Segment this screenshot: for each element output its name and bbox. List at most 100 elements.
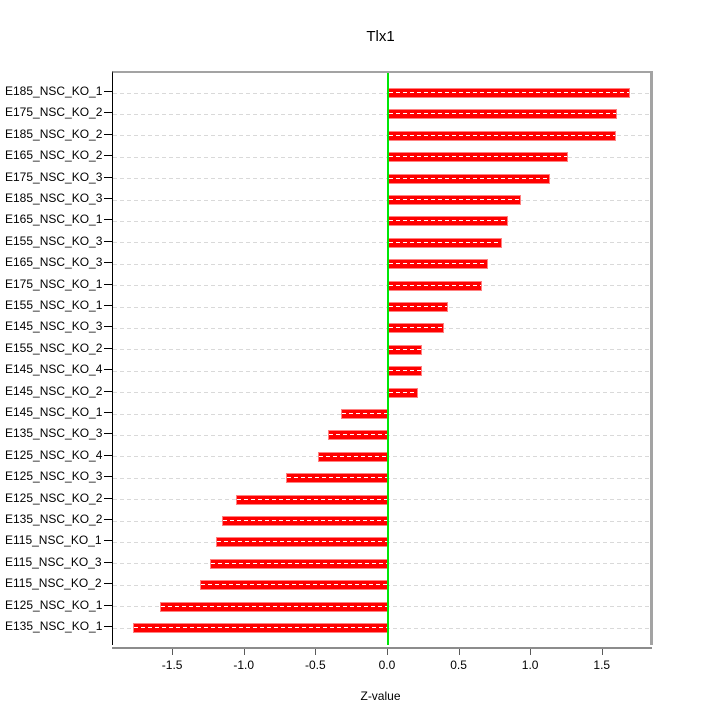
y-tick-label: E155_NSC_KO_1 [5,298,103,312]
grid-line [113,199,650,201]
y-tick [104,91,112,92]
x-axis-line [112,647,652,649]
bar-grid-dash [328,434,387,436]
bar-grid-dash [341,413,387,414]
y-tick [104,305,112,306]
x-tick [172,649,174,655]
y-tick-label: E115_NSC_KO_1 [5,533,102,548]
y-tick [104,561,112,563]
y-tick [104,133,112,135]
bar-grid-dash [388,113,617,115]
bar-E135_NSC_KO_3 [327,430,388,441]
y-tick-label: E155_NSC_KO_2 [5,340,103,355]
bar-grid-dash [388,220,508,222]
bar-grid-dash [318,455,387,457]
x-tick-label: -0.5 [305,658,326,672]
grid-line [113,392,650,394]
bar-grid-dash [161,605,387,607]
x-tick [601,649,603,655]
y-tick [104,198,112,199]
y-tick-label: E145_NSC_KO_4 [5,362,103,377]
bar-E145_NSC_KO_1 [340,409,388,419]
y-tick [104,390,112,392]
bar-grid-dash [388,370,422,372]
bar-E125_NSC_KO_4 [317,451,388,462]
y-tick [104,369,112,371]
y-tick-label: E185_NSC_KO_2 [5,126,103,141]
bar-E125_NSC_KO_3 [286,473,388,484]
bar-E125_NSC_KO_2 [236,494,388,505]
grid-line [113,220,650,222]
bar-E155_NSC_KO_2 [387,344,423,355]
y-tick [104,283,112,285]
bar-E135_NSC_KO_2 [221,516,388,526]
bar-E145_NSC_KO_4 [387,366,423,377]
y-tick-label: E145_NSC_KO_1 [5,405,103,419]
y-tick [104,262,112,264]
x-tick-label: 1.0 [521,658,539,672]
bar-grid-dash [388,263,488,265]
grid-line [113,242,650,244]
y-tick-label: E135_NSC_KO_3 [5,426,103,441]
y-tick [104,604,112,606]
y-tick [104,412,112,413]
x-tick [458,649,460,655]
y-tick [104,155,112,157]
bar-grid-dash [201,584,387,586]
grid-line [113,306,650,308]
y-tick-label: E175_NSC_KO_2 [5,105,103,120]
y-tick [104,519,112,520]
bar-grid-dash [388,391,417,393]
y-tick [104,326,112,328]
x-tick [530,649,532,655]
bar-E185_NSC_KO_2 [387,130,616,141]
bar-grid-dash [287,477,387,479]
x-tick-label: -1.0 [233,658,255,672]
x-axis-title: Z-value [360,689,401,703]
bar-grid-dash [388,92,629,93]
bar-E115_NSC_KO_3 [210,558,388,569]
y-tick [104,240,112,242]
bar-grid-dash [237,498,387,500]
y-tick-label: E125_NSC_KO_1 [5,597,103,612]
grid-line [113,263,650,265]
bar-E165_NSC_KO_2 [387,152,569,163]
bar-grid-dash [388,241,502,243]
y-tick-label: E185_NSC_KO_3 [5,191,103,205]
y-tick-label: E135_NSC_KO_1 [5,619,103,633]
bar-E175_NSC_KO_2 [387,109,618,120]
y-tick [104,626,112,627]
grid-line [113,92,650,94]
y-tick [104,540,112,542]
bar-E115_NSC_KO_2 [200,580,388,591]
y-tick-label: E165_NSC_KO_2 [5,148,103,163]
x-tick [243,649,245,655]
y-tick [104,347,112,349]
y-tick [104,497,112,499]
grid-line [113,178,650,180]
y-tick-label: E135_NSC_KO_2 [5,512,103,526]
y-tick-label: E125_NSC_KO_4 [5,447,103,462]
grid-line [113,135,650,137]
y-tick-label: E165_NSC_KO_3 [5,255,103,270]
bar-E165_NSC_KO_3 [387,259,489,270]
y-tick-label: E125_NSC_KO_3 [5,469,103,484]
x-tick-label: 0.5 [450,658,467,672]
bar-grid-dash [388,199,521,200]
y-tick [104,433,112,435]
y-tick [104,219,112,221]
y-tick [104,176,112,178]
y-tick-label: E145_NSC_KO_2 [5,383,103,398]
bar-E175_NSC_KO_1 [387,280,483,291]
y-tick-label: E115_NSC_KO_3 [5,554,102,569]
bar-grid-dash [388,156,568,158]
y-tick [104,454,112,456]
bar-grid-dash [388,177,549,179]
chart-title: Tlx1 [366,28,395,45]
y-tick-label: E115_NSC_KO_2 [5,576,102,591]
bar-grid-dash [388,327,443,329]
bar-grid-dash [222,520,387,521]
bar-E125_NSC_KO_1 [160,601,388,612]
bar-E185_NSC_KO_3 [387,195,522,205]
